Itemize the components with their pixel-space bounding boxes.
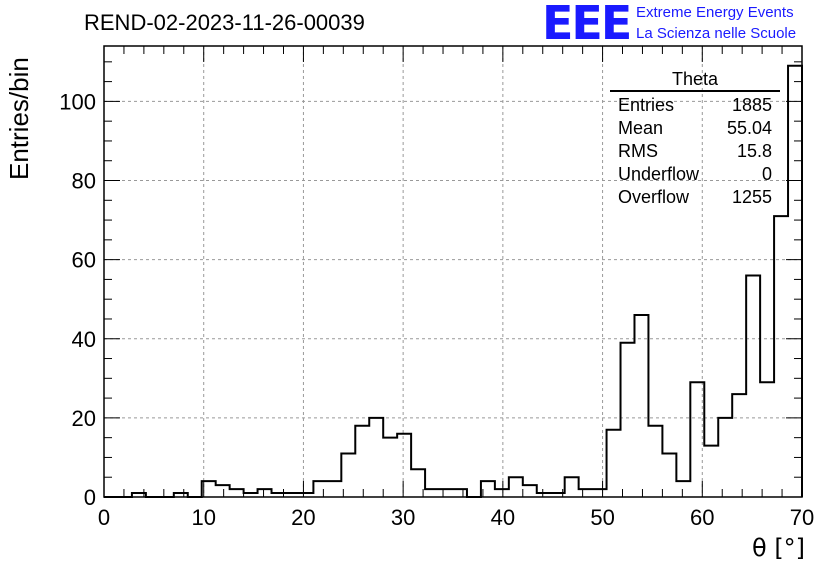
y-tick-label: 100	[59, 89, 96, 114]
stats-row-mean: Mean 55.04	[610, 117, 780, 140]
x-tick-label: 50	[590, 505, 614, 530]
stats-value: 1255	[731, 187, 772, 207]
histogram-bin	[621, 343, 635, 497]
histogram-bin	[258, 489, 272, 497]
histogram-bin	[495, 489, 509, 497]
logo-line-1: Extreme Energy Events	[636, 4, 794, 21]
histogram-bin	[760, 382, 774, 497]
y-tick-label: 0	[84, 485, 96, 510]
stats-row-underflow: Underflow 0	[610, 163, 780, 186]
stats-value: 1885	[731, 95, 772, 115]
histogram-bin	[313, 481, 327, 497]
histogram-bin	[579, 489, 593, 497]
histogram-bin	[690, 382, 704, 497]
histogram-bin	[565, 477, 579, 497]
histogram-bin	[648, 426, 662, 497]
y-tick-label: 80	[72, 169, 96, 194]
stats-row-entries: Entries 1885	[610, 94, 780, 117]
stats-row-rms: RMS 15.8	[610, 140, 780, 163]
y-tick-label: 40	[72, 327, 96, 352]
x-axis-label: θ [°]	[752, 534, 806, 562]
x-tick-label: 30	[391, 505, 415, 530]
stats-label: Entries	[618, 95, 675, 115]
histogram-bin	[718, 418, 732, 497]
histogram-bin	[383, 438, 397, 497]
histogram-bin	[397, 434, 411, 497]
histogram-bin	[509, 477, 523, 497]
histogram-bin	[593, 489, 607, 497]
stats-value: 0	[761, 164, 772, 184]
stats-box-title: Theta	[610, 68, 780, 92]
stats-label: RMS	[618, 141, 658, 161]
histogram-bin	[662, 453, 676, 497]
plot-frame-rect	[103, 45, 803, 498]
histogram-bin	[634, 315, 648, 497]
stats-row-overflow: Overflow 1255	[610, 186, 780, 209]
axis-ticks	[103, 46, 803, 498]
x-tick-label: 10	[191, 505, 215, 530]
stats-value: 15.8	[736, 141, 772, 161]
y-tick-label: 60	[72, 248, 96, 273]
plot-frame	[103, 45, 803, 498]
stats-label: Underflow	[618, 164, 700, 184]
logo-line-2: La Scienza nelle Scuole	[636, 25, 797, 42]
x-tick-label: 40	[491, 505, 515, 530]
histogram-bin	[746, 275, 760, 497]
histogram-bin	[732, 394, 746, 497]
x-tick-label: 20	[291, 505, 315, 530]
y-axis-label: Entries/bin	[4, 57, 34, 180]
tick-labels: 0 10 20 30 40 50 60 70 0 20 40 60 80 100	[59, 89, 814, 530]
histogram-bin	[425, 489, 439, 497]
histogram-bin	[355, 426, 369, 497]
histogram-bin	[369, 418, 383, 497]
histogram-bin	[774, 216, 788, 497]
histogram-bin	[327, 481, 341, 497]
x-tick-label: 70	[790, 505, 814, 530]
stats-value: 55.04	[726, 118, 772, 138]
y-tick-label: 20	[72, 406, 96, 431]
grid-lines	[104, 46, 802, 497]
stats-box: Theta Entries 1885 Mean 55.04 RMS 15.8 U…	[610, 68, 780, 209]
x-tick-label: 60	[690, 505, 714, 530]
x-tick-label: 0	[98, 505, 110, 530]
histogram-bin	[453, 489, 467, 497]
histogram-bin	[676, 481, 690, 497]
plot-title: REND-02-2023-11-26-00039	[84, 10, 365, 35]
histogram-bin	[704, 446, 718, 497]
stats-label: Overflow	[618, 187, 690, 207]
histogram-bin	[216, 485, 230, 497]
eee-logo: EEE	[542, 0, 632, 50]
histogram-bin	[523, 485, 537, 497]
histogram-bin	[788, 66, 802, 497]
histogram-bin	[439, 489, 453, 497]
histogram-bin	[230, 489, 244, 497]
stats-label: Mean	[618, 118, 664, 138]
histogram-bin	[607, 430, 621, 497]
